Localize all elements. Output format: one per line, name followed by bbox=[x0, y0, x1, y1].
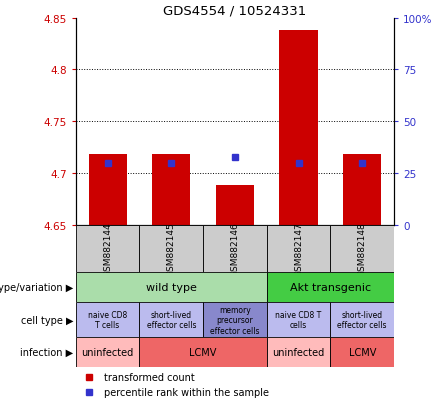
Title: GDS4554 / 10524331: GDS4554 / 10524331 bbox=[163, 5, 307, 17]
Bar bbox=[76, 225, 139, 273]
Bar bbox=[343, 155, 381, 225]
Text: GSM882148: GSM882148 bbox=[358, 221, 367, 276]
Bar bbox=[267, 337, 330, 367]
Text: infection ▶: infection ▶ bbox=[20, 347, 74, 357]
Text: short-lived
effector cells: short-lived effector cells bbox=[337, 310, 387, 330]
Text: cell type ▶: cell type ▶ bbox=[21, 315, 74, 325]
Bar bbox=[203, 302, 267, 337]
Text: memory
precursor
effector cells: memory precursor effector cells bbox=[210, 305, 260, 335]
Bar bbox=[88, 155, 127, 225]
Bar bbox=[330, 225, 394, 273]
Bar bbox=[152, 155, 191, 225]
Text: naive CD8
T cells: naive CD8 T cells bbox=[88, 310, 127, 330]
Bar bbox=[267, 273, 394, 302]
Bar bbox=[267, 225, 330, 273]
Bar bbox=[76, 337, 139, 367]
Text: LCMV: LCMV bbox=[189, 347, 217, 357]
Bar bbox=[76, 273, 267, 302]
Bar bbox=[139, 225, 203, 273]
Bar bbox=[330, 302, 394, 337]
Bar bbox=[267, 302, 330, 337]
Bar bbox=[139, 337, 267, 367]
Bar bbox=[139, 302, 203, 337]
Text: short-lived
effector cells: short-lived effector cells bbox=[146, 310, 196, 330]
Bar bbox=[279, 31, 318, 225]
Bar bbox=[203, 225, 267, 273]
Text: genotype/variation ▶: genotype/variation ▶ bbox=[0, 282, 74, 292]
Text: uninfected: uninfected bbox=[272, 347, 325, 357]
Text: GSM882146: GSM882146 bbox=[230, 221, 239, 276]
Text: percentile rank within the sample: percentile rank within the sample bbox=[104, 387, 269, 397]
Text: GSM882145: GSM882145 bbox=[167, 221, 176, 276]
Text: transformed count: transformed count bbox=[104, 372, 195, 382]
Text: naive CD8 T
cells: naive CD8 T cells bbox=[275, 310, 322, 330]
Bar bbox=[76, 302, 139, 337]
Text: GSM882147: GSM882147 bbox=[294, 221, 303, 276]
Bar bbox=[216, 186, 254, 225]
Text: LCMV: LCMV bbox=[349, 347, 376, 357]
Text: uninfected: uninfected bbox=[81, 347, 134, 357]
Text: GSM882144: GSM882144 bbox=[103, 222, 112, 276]
Text: Akt transgenic: Akt transgenic bbox=[290, 282, 371, 292]
Text: wild type: wild type bbox=[146, 282, 197, 292]
Bar bbox=[330, 337, 394, 367]
